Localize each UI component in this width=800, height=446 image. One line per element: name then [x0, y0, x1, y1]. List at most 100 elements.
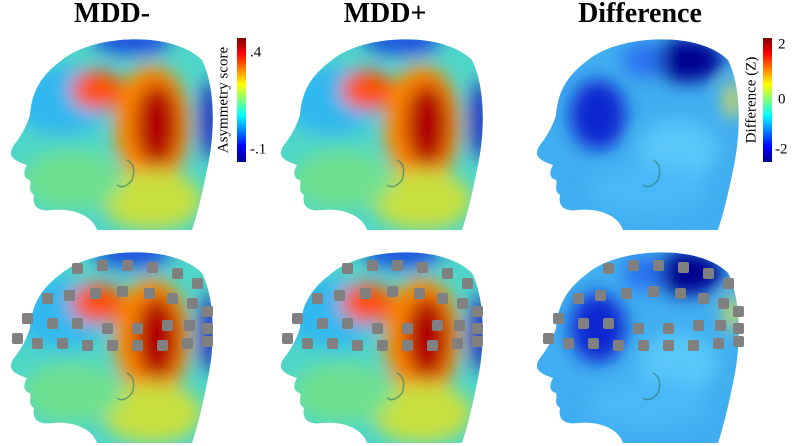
electrode: [432, 320, 443, 331]
activity-blob: [71, 283, 123, 323]
electrode: [182, 338, 193, 349]
head: [10, 252, 213, 443]
head: [536, 39, 739, 230]
electrode: [733, 336, 744, 347]
electrode: [454, 320, 465, 331]
electrode: [703, 268, 714, 279]
electrode: [638, 340, 649, 351]
ear-shadow: [386, 159, 405, 188]
electrode: [97, 260, 108, 271]
electrode: [588, 338, 599, 349]
electrode: [663, 340, 674, 351]
electrode: [202, 336, 213, 347]
electrode: [32, 338, 43, 349]
electrode: [292, 313, 303, 324]
electrode: [472, 306, 483, 317]
electrode: [387, 286, 398, 297]
activity-blob: [22, 150, 122, 210]
topographies: [10, 39, 744, 443]
electrode: [462, 278, 473, 289]
electrode: [192, 278, 203, 289]
scalp-map: [10, 39, 213, 230]
electrode: [132, 340, 143, 351]
electrode: [367, 260, 378, 271]
activity-blob: [200, 80, 213, 160]
activity: [282, 39, 483, 230]
head: [280, 39, 483, 230]
electrode: [715, 320, 726, 331]
electrode: [713, 338, 724, 349]
electrode: [147, 262, 158, 273]
electrode: [663, 323, 674, 334]
electrode: [578, 318, 589, 329]
colorbar: [763, 38, 772, 162]
colorbar: [237, 38, 246, 162]
electrode: [723, 278, 734, 289]
activity-blob: [653, 39, 723, 82]
electrode: [392, 260, 403, 271]
electrode: [184, 320, 195, 331]
activity-blob: [292, 150, 392, 210]
electrode: [452, 338, 463, 349]
electrode: [132, 323, 143, 334]
electrode: [64, 290, 75, 301]
electrode: [648, 286, 659, 297]
activity-blob: [470, 80, 483, 160]
activity-blob: [22, 363, 122, 423]
activity-blob: [623, 42, 663, 78]
electrode: [675, 288, 686, 299]
electrode: [718, 298, 729, 309]
electrode: [472, 336, 483, 347]
electrode: [117, 286, 128, 297]
activity-blob: [725, 82, 739, 118]
activity-blob: [135, 83, 179, 167]
electrode: [187, 298, 198, 309]
scalp-map: [280, 39, 483, 230]
electrode: [342, 263, 353, 274]
electrode: [414, 288, 425, 299]
electrode: [698, 293, 709, 304]
head: [536, 252, 744, 443]
activity-blob: [362, 252, 442, 268]
electrode: [688, 340, 699, 351]
electrode: [107, 340, 118, 351]
activity-blob: [405, 83, 449, 167]
electrode: [427, 340, 438, 351]
electrode: [633, 323, 644, 334]
electrode: [733, 323, 744, 334]
electrode: [167, 293, 178, 304]
electrode: [317, 318, 328, 329]
electrode: [90, 288, 101, 299]
electrode: [282, 333, 293, 344]
activity-blob: [292, 363, 392, 423]
electrode: [417, 262, 428, 273]
activity-blob: [570, 80, 626, 150]
activity-blob: [405, 296, 449, 380]
electrode: [402, 323, 413, 334]
electrode: [102, 323, 113, 334]
colorbar-tick: 2: [778, 36, 786, 52]
electrode: [47, 318, 58, 329]
activity-blob: [341, 70, 393, 110]
electrode: [82, 340, 93, 351]
panel-title: MDD-: [74, 0, 150, 29]
electrode: [437, 293, 448, 304]
electrode: [603, 318, 614, 329]
electrode: [172, 268, 183, 279]
electrode: [442, 268, 453, 279]
colorbar-tick: -.1: [250, 141, 266, 157]
activity-blob: [71, 70, 123, 110]
colorbar-tick: .4: [250, 44, 262, 60]
colorbar-tick: 0: [778, 91, 786, 107]
activity-blob: [92, 252, 172, 268]
scalp-map: [536, 39, 739, 230]
electrode: [360, 288, 371, 299]
electrode: [377, 340, 388, 351]
activity-blob: [135, 296, 179, 380]
colorbar-label: Difference (Z): [743, 57, 759, 144]
ear-shadow: [386, 372, 405, 401]
activity-blob: [588, 378, 708, 428]
electrode: [603, 263, 614, 274]
head: [10, 39, 213, 230]
